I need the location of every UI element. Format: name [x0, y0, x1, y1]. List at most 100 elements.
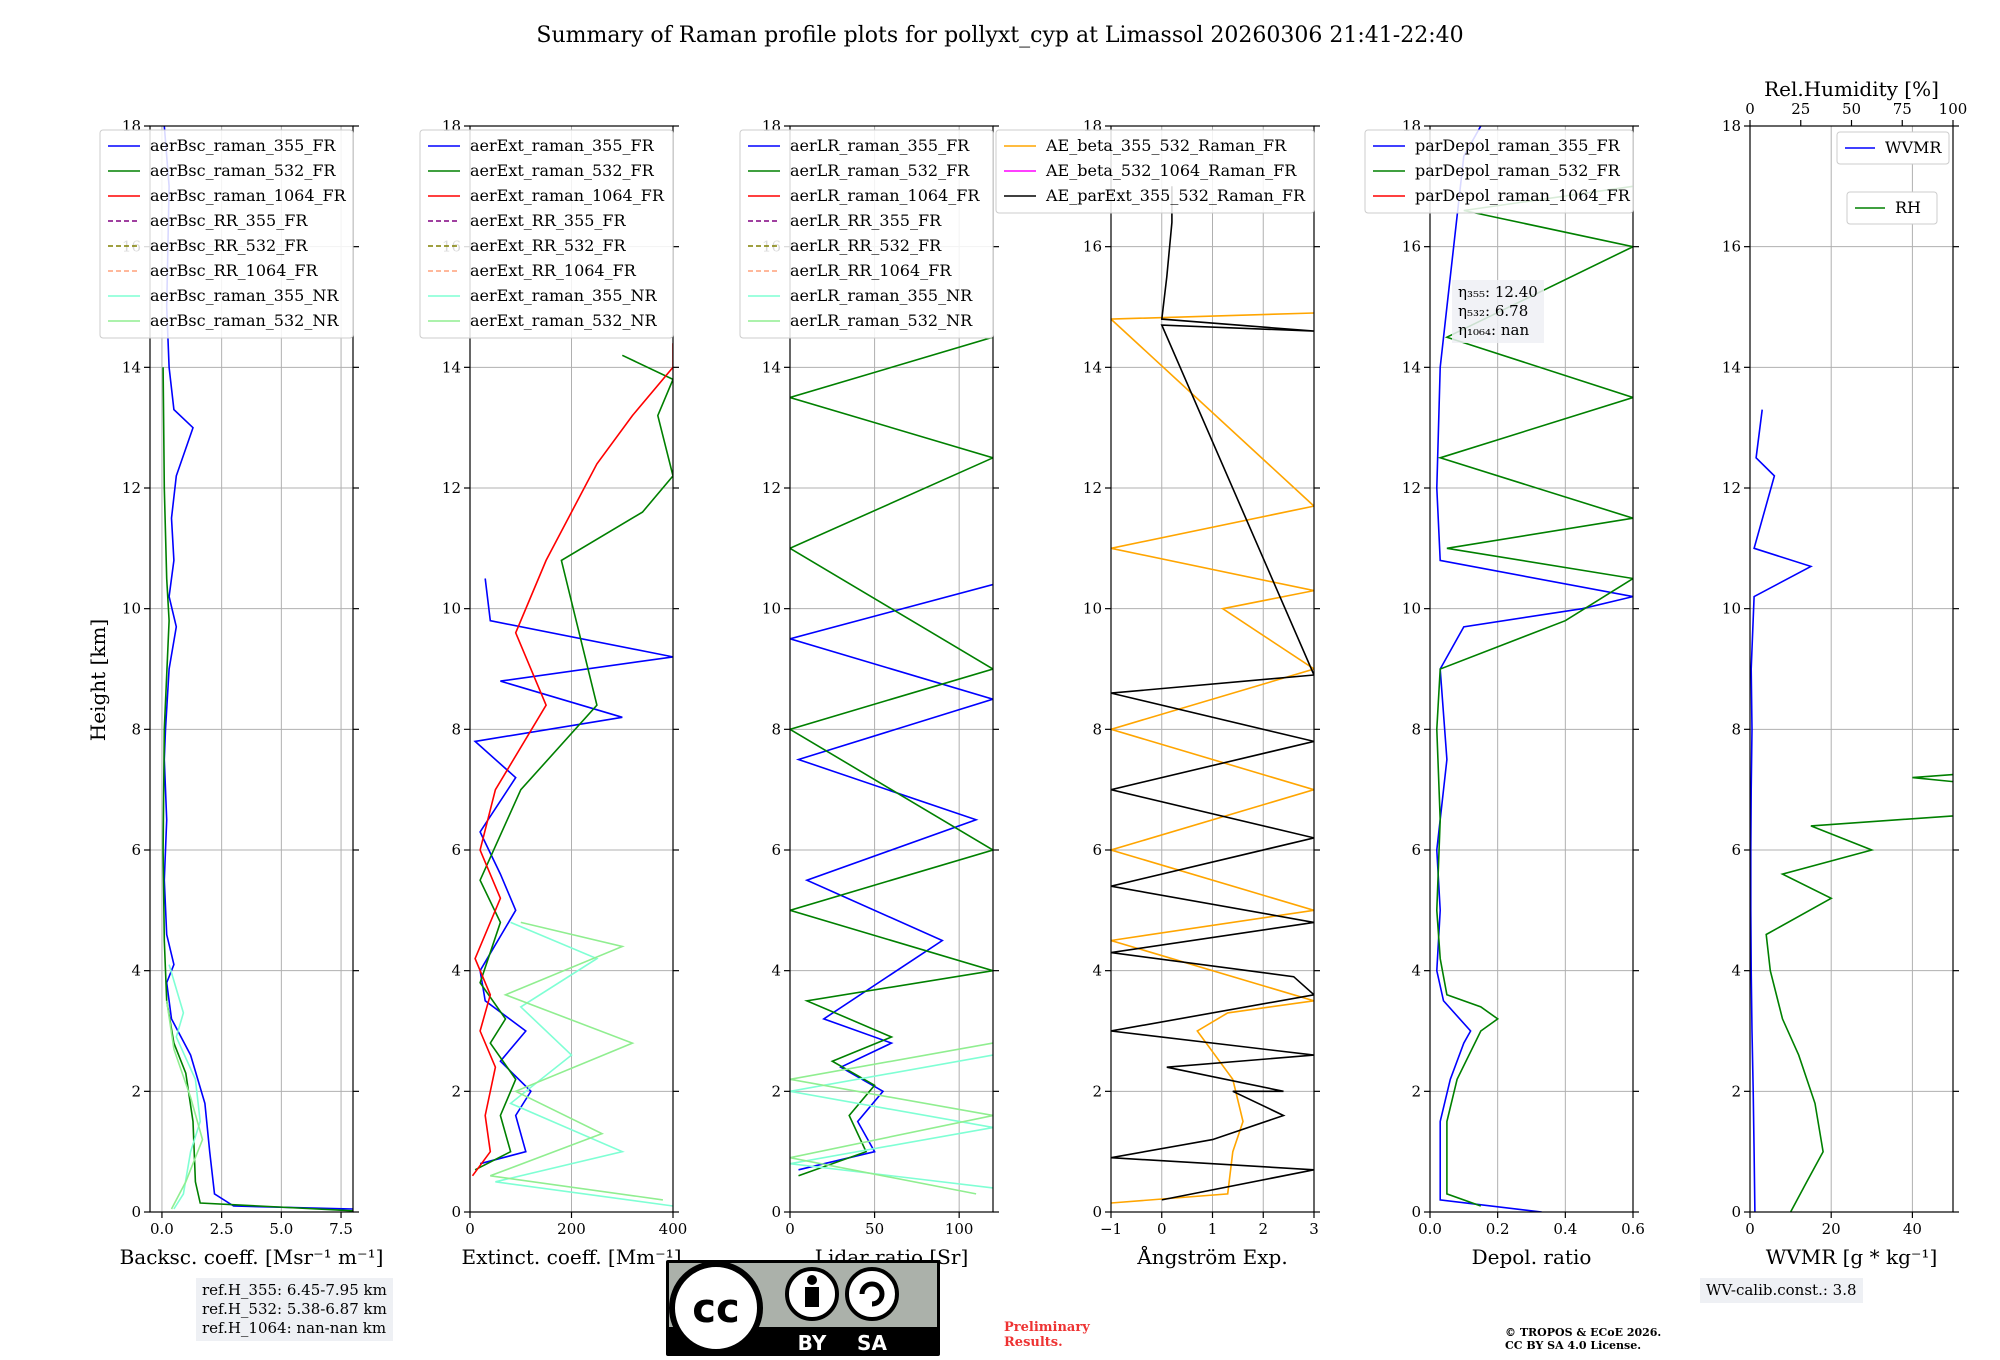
figure-title: Summary of Raman profile plots for polly…	[536, 23, 1463, 48]
xtick-label: 0	[785, 1220, 795, 1238]
ytick-label: 6	[1411, 841, 1421, 859]
series-AE_beta_355_532_Raman_FR	[1111, 312, 1314, 1204]
ytick-label: 12	[442, 479, 461, 497]
series-group	[1435, 126, 1633, 1212]
series-group	[162, 126, 353, 1212]
top-axis-label: Rel.Humidity [%]	[1764, 77, 1939, 101]
ytick-label: 8	[131, 720, 141, 738]
legend-entry: aerExt_raman_532_FR	[470, 161, 655, 180]
ytick-label: 0	[451, 1203, 461, 1221]
axes-frame	[149, 125, 354, 1213]
reference-height-box: ref.H_355: 6.45-7.95 km ref.H_532: 5.38-…	[196, 1278, 393, 1341]
legend-entry: aerBsc_RR_532_FR	[150, 236, 308, 255]
series-aerBsc_raman_532_FR	[162, 367, 353, 1212]
xtick-label: 40	[1903, 1220, 1922, 1238]
svg-text:BY: BY	[798, 1331, 827, 1355]
legend-entry: aerLR_raman_355_FR	[790, 136, 970, 155]
xtick-label: 5.0	[269, 1220, 293, 1238]
ytick-label: 0	[1092, 1203, 1102, 1221]
copyright-note: © TROPOS & ECoE 2026. CC BY SA 4.0 Licen…	[1505, 1326, 1662, 1352]
series-aerBsc_raman_355_NR	[168, 964, 202, 1210]
ytick-label: 16	[1722, 238, 1741, 256]
xtick-label: 0.0	[150, 1220, 174, 1238]
x-axis-label: Ångström Exp.	[1136, 1244, 1287, 1269]
legend-entry: aerExt_raman_355_NR	[470, 286, 658, 305]
xtick-label: −1	[1100, 1220, 1122, 1238]
series-aerBsc_raman_532_NR	[165, 1000, 204, 1210]
legend-wv: WVMR RH	[1836, 131, 1950, 225]
xtick-label: 0	[1745, 1220, 1755, 1238]
legend-entry: aerBsc_raman_1064_FR	[150, 186, 347, 205]
ytick-label: 0	[1731, 1203, 1741, 1221]
xtick-label: 400	[659, 1220, 688, 1238]
legend-ae: AE_beta_355_532_Raman_FR AE_beta_532_1064…	[995, 129, 1315, 214]
series-aerLR_raman_355_FR	[790, 583, 993, 1171]
legend-box	[419, 129, 674, 339]
cc-icon	[669, 1261, 763, 1355]
legend-box	[1846, 191, 1938, 225]
series-group	[1750, 409, 1953, 1212]
legend-entry: aerLR_raman_532_NR	[790, 311, 973, 330]
ytick-label: 4	[451, 962, 461, 980]
axes-frame	[1749, 125, 1954, 1213]
series-aerExt_raman_532_NR	[490, 921, 664, 1201]
ytick-label: 2	[1092, 1082, 1102, 1100]
x-axis-label: WVMR [g * kg⁻¹]	[1766, 1245, 1938, 1269]
legend-entry: parDepol_raman_532_FR	[1415, 161, 1621, 180]
x-axis-label: Extinct. coeff. [Mm⁻¹]	[461, 1245, 681, 1269]
svg-text:SA: SA	[857, 1331, 887, 1355]
eta-box: η₃₅₅: 12.40 η₅₃₂: 6.78 η₁₀₆₄: nan	[1452, 280, 1544, 343]
legend-entry: aerLR_RR_355_FR	[790, 211, 942, 230]
series-AE_parExt_355_532_Raman_FR	[1111, 186, 1314, 1201]
series-aerExt_raman_1064_FR	[471, 343, 673, 1177]
xtick-label: 1	[1208, 1220, 1218, 1238]
ytick-label: 2	[131, 1082, 141, 1100]
ytick-label: 12	[1083, 479, 1102, 497]
ytick-label: 12	[1402, 479, 1421, 497]
svg-text:cc: cc	[692, 1286, 739, 1332]
top-tick-label: 0	[1745, 100, 1755, 118]
xtick-label: 0	[465, 1220, 475, 1238]
cc-by-sa-badge: cc BY SA	[666, 1260, 940, 1356]
ytick-label: 10	[122, 600, 141, 618]
legend-entry: aerBsc_raman_355_NR	[150, 286, 339, 305]
legend-lr: aerLR_raman_355_FR aerLR_raman_532_FR aerL…	[739, 129, 994, 339]
xtick-label: 50	[865, 1220, 884, 1238]
top-tick-label: 100	[1939, 100, 1968, 118]
wv-calibration-box: WV-calib.const.: 3.8	[1700, 1278, 1863, 1303]
axes-frame	[789, 125, 994, 1213]
axes-frame	[1429, 125, 1634, 1213]
series-aerLR_raman_532_FR	[790, 336, 993, 1177]
xtick-label: 100	[945, 1220, 974, 1238]
ytick-label: 4	[1731, 962, 1741, 980]
series-group	[471, 343, 673, 1207]
legend-entry: parDepol_raman_355_FR	[1415, 136, 1621, 155]
legend-box	[1364, 129, 1634, 214]
x-axis-label: Depol. ratio	[1472, 1245, 1592, 1269]
top-tick-label: 75	[1893, 100, 1912, 118]
legend-entry: aerExt_RR_1064_FR	[470, 261, 637, 280]
legend-entry: AE_parExt_355_532_Raman_FR	[1045, 186, 1306, 205]
legend-box	[995, 129, 1315, 214]
ytick-label: 2	[771, 1082, 781, 1100]
series-aerExt_raman_355_FR	[473, 578, 673, 1165]
legend-entry: aerLR_raman_1064_FR	[790, 186, 980, 205]
legend-entry: aerBsc_RR_1064_FR	[150, 261, 319, 280]
legend-entry: aerLR_raman_532_FR	[790, 161, 970, 180]
legend-entry: parDepol_raman_1064_FR	[1415, 186, 1631, 205]
legend-entry: AE_beta_532_1064_Raman_FR	[1045, 161, 1297, 180]
ytick-label: 10	[762, 600, 781, 618]
ytick-label: 0	[771, 1203, 781, 1221]
legend-entry: aerLR_raman_355_NR	[790, 286, 973, 305]
series-aerLR_raman_532_NR	[790, 1042, 993, 1195]
ytick-label: 10	[1402, 600, 1421, 618]
top-tick-label: 50	[1842, 100, 1861, 118]
series-aerExt_raman_532_FR	[474, 354, 673, 1171]
ytick-label: 12	[122, 479, 141, 497]
ytick-label: 14	[1402, 358, 1421, 376]
legend-entry: aerBsc_raman_532_FR	[150, 161, 336, 180]
